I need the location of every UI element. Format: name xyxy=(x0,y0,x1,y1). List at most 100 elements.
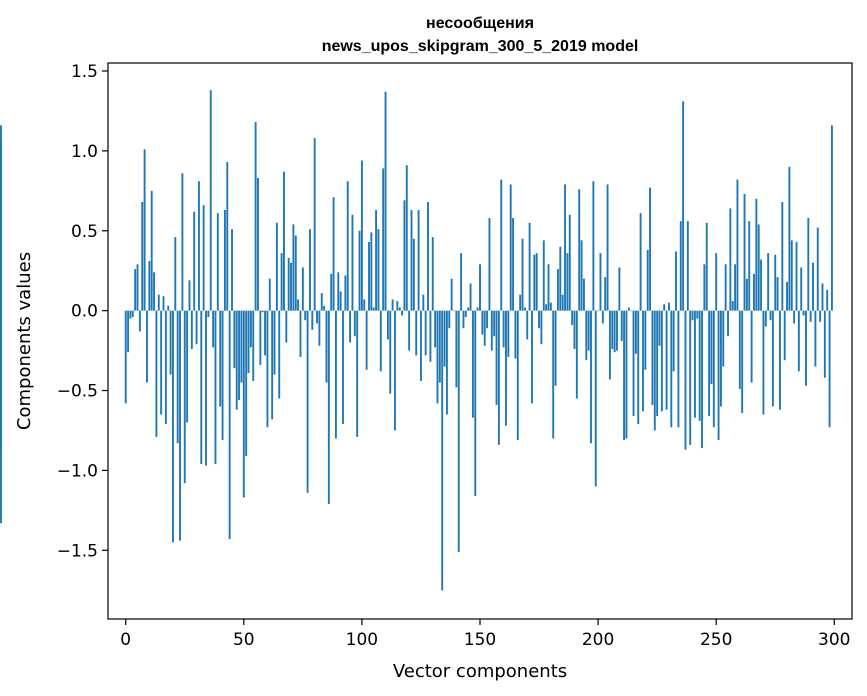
bar xyxy=(575,310,578,399)
bar xyxy=(344,275,347,311)
bar xyxy=(398,307,401,311)
bar xyxy=(434,310,437,348)
bar xyxy=(514,310,517,359)
bar xyxy=(278,310,281,399)
bar xyxy=(353,310,356,337)
bar xyxy=(710,310,713,385)
bar xyxy=(701,310,703,449)
bar xyxy=(677,310,680,428)
bar xyxy=(568,214,571,311)
bar xyxy=(467,307,470,311)
bar xyxy=(809,310,812,322)
chart-title-line1: несообщения xyxy=(426,15,534,32)
bar xyxy=(790,240,793,311)
bar xyxy=(476,307,479,311)
bar xyxy=(649,187,651,311)
bar xyxy=(490,310,493,351)
bar xyxy=(153,272,155,311)
bar xyxy=(528,222,531,311)
bar xyxy=(686,221,689,311)
bar xyxy=(557,269,559,311)
bar xyxy=(306,310,309,493)
bar xyxy=(738,310,741,389)
bar xyxy=(422,294,425,311)
bar xyxy=(493,310,496,337)
bar xyxy=(781,202,784,311)
bar xyxy=(594,310,597,487)
bar xyxy=(294,235,297,311)
bar xyxy=(571,310,574,326)
bar xyxy=(285,310,288,343)
bar xyxy=(273,310,276,375)
bar xyxy=(538,310,540,329)
bar xyxy=(450,278,453,311)
bar xyxy=(625,310,628,439)
bar xyxy=(722,310,725,367)
bar xyxy=(786,281,788,311)
bar xyxy=(401,310,403,316)
bar xyxy=(249,310,252,348)
bar xyxy=(188,280,191,311)
bar xyxy=(717,310,720,441)
bar xyxy=(679,221,682,311)
bar xyxy=(427,202,429,311)
bar xyxy=(183,310,186,484)
bar xyxy=(500,179,503,311)
bar xyxy=(320,293,323,311)
bar xyxy=(339,291,342,311)
bar xyxy=(757,224,760,311)
bar xyxy=(521,238,524,311)
bar xyxy=(330,273,333,311)
bar xyxy=(408,310,411,351)
bar xyxy=(554,310,557,386)
bar xyxy=(599,253,602,311)
bar xyxy=(616,310,618,351)
bar xyxy=(0,310,2,386)
bar xyxy=(457,310,460,552)
bar xyxy=(242,310,245,498)
bar xyxy=(124,310,127,404)
bar xyxy=(351,214,354,311)
bar xyxy=(653,310,656,431)
bar xyxy=(342,310,344,425)
y-tick-label: 1.0 xyxy=(71,142,98,162)
bar xyxy=(325,310,328,383)
bar xyxy=(223,209,226,311)
bar xyxy=(507,310,510,357)
bar xyxy=(280,253,283,311)
bar xyxy=(155,310,158,437)
bar xyxy=(608,310,611,380)
bar xyxy=(651,310,654,405)
y-tick-label: 0.0 xyxy=(71,302,98,322)
bar xyxy=(540,310,543,345)
bar xyxy=(691,310,694,321)
bar xyxy=(826,289,829,311)
bar xyxy=(349,310,352,343)
bar xyxy=(202,205,205,311)
bar xyxy=(793,310,796,324)
bar xyxy=(587,310,590,351)
bar xyxy=(708,310,711,417)
x-tick-label: 250 xyxy=(700,630,732,650)
bar xyxy=(207,310,210,318)
bar xyxy=(172,310,174,543)
bar xyxy=(545,304,548,311)
bar xyxy=(578,189,581,311)
bar xyxy=(542,240,545,311)
bar xyxy=(169,310,172,375)
bar xyxy=(261,310,264,313)
bar xyxy=(779,310,781,410)
bar xyxy=(753,273,755,311)
bar xyxy=(134,269,137,311)
bar xyxy=(486,310,489,329)
bar xyxy=(828,310,831,428)
bar xyxy=(535,253,538,311)
bar xyxy=(181,173,184,311)
bar xyxy=(141,202,144,311)
bar xyxy=(138,310,141,332)
bar xyxy=(519,294,522,311)
bar xyxy=(800,267,803,311)
bar xyxy=(469,283,472,311)
y-tick-label: −1.5 xyxy=(57,541,98,561)
bar xyxy=(219,310,222,407)
